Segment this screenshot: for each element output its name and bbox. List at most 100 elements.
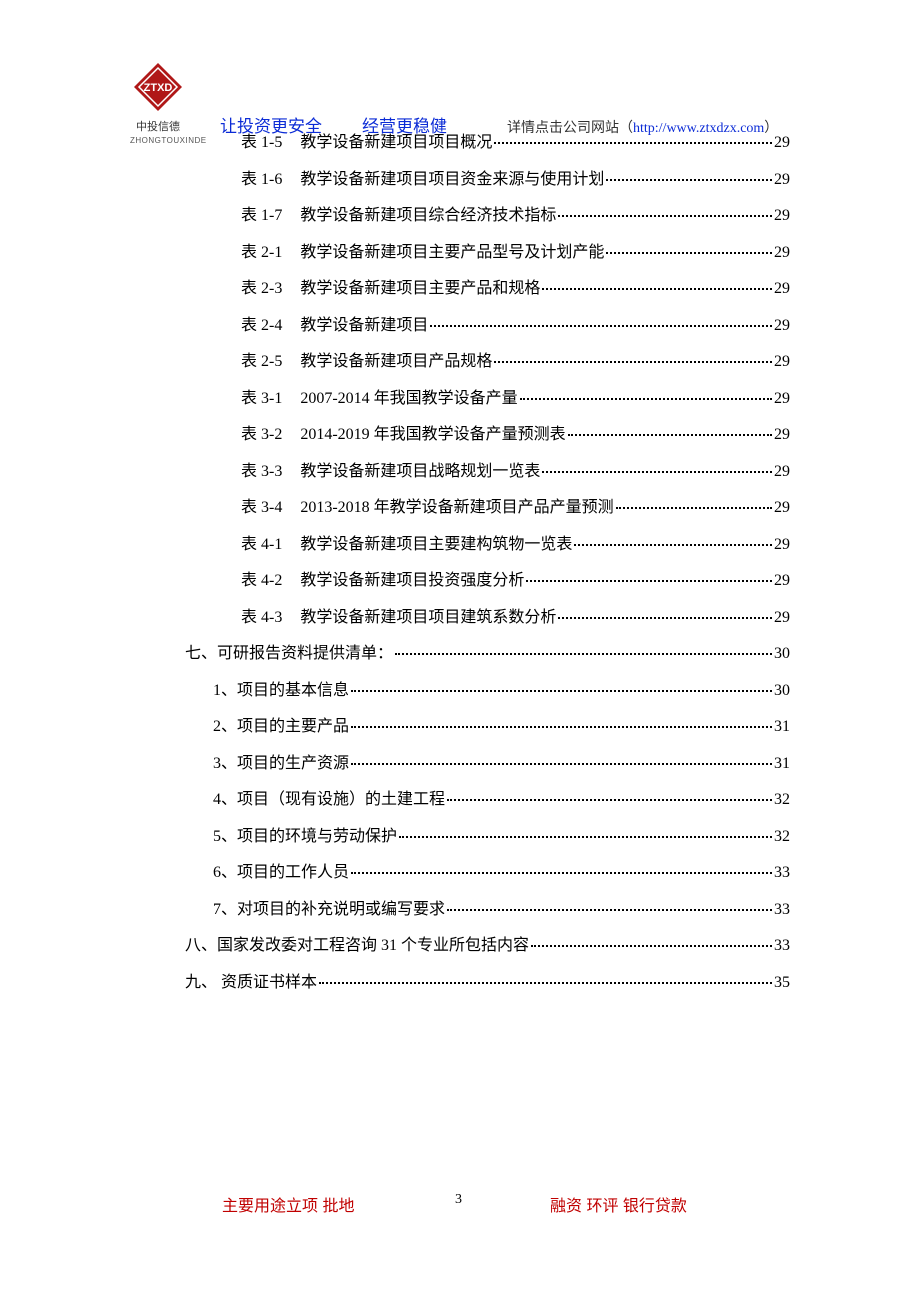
dot-leader bbox=[351, 690, 772, 692]
toc-page: 31 bbox=[774, 756, 790, 772]
toc-page: 29 bbox=[774, 500, 790, 516]
toc-title: 八、国家发改委对工程咨询 31 个专业所包括内容 bbox=[185, 938, 529, 954]
toc-table-label: 表 3-3 bbox=[241, 464, 282, 480]
toc-table-label: 表 3-2 bbox=[241, 427, 282, 443]
page-footer: 主要用途立项 批地 3 融资 环评 银行贷款 bbox=[0, 1192, 920, 1216]
toc-page: 33 bbox=[774, 865, 790, 881]
toc-row: 表 2-1教学设备新建项目主要产品型号及计划产能29 bbox=[185, 245, 790, 282]
toc-page: 29 bbox=[774, 135, 790, 151]
toc-row: 表 3-4 2013-2018 年教学设备新建项目产品产量预测 29 bbox=[185, 500, 790, 537]
toc-row: 7、对项目的补充说明或编写要求33 bbox=[185, 902, 790, 939]
company-logo: ZTXD 中投信德 ZHONGTOUXINDE bbox=[130, 62, 186, 145]
toc-table-label: 表 1-5 bbox=[241, 135, 282, 151]
toc-title: 教学设备新建项目投资强度分析 bbox=[300, 573, 524, 589]
toc-title: 3、项目的生产资源 bbox=[213, 756, 349, 772]
toc-title: 教学设备新建项目项目建筑系数分析 bbox=[300, 610, 556, 626]
toc-title: 教学设备新建项目综合经济技术指标 bbox=[300, 208, 556, 224]
toc-table-label: 表 3-1 bbox=[241, 391, 282, 407]
toc-title: 4、项目（现有设施）的土建工程 bbox=[213, 792, 445, 808]
toc-row: 表 2-4 教学设备新建项目 29 bbox=[185, 318, 790, 355]
toc-row: 表 4-2教学设备新建项目投资强度分析29 bbox=[185, 573, 790, 610]
toc-row: 表 2-5教学设备新建项目产品规格29 bbox=[185, 354, 790, 391]
toc-title: 2014-2019 年我国教学设备产量预测表 bbox=[300, 427, 565, 443]
dot-leader bbox=[606, 179, 772, 181]
dot-leader bbox=[351, 726, 772, 728]
toc-title: 2、项目的主要产品 bbox=[213, 719, 349, 735]
toc-row: 表 4-1教学设备新建项目主要建构筑物一览表29 bbox=[185, 537, 790, 574]
toc-page: 33 bbox=[774, 938, 790, 954]
dot-leader bbox=[494, 361, 772, 363]
toc-row: 6、项目的工作人员 33 bbox=[185, 865, 790, 902]
dot-leader bbox=[351, 872, 772, 874]
toc-title: 教学设备新建项目项目资金来源与使用计划 bbox=[300, 172, 604, 188]
toc-row: 表 3-1 2007-2014 年我国教学设备产量 29 bbox=[185, 391, 790, 428]
footer-left-text: 主要用途立项 批地 bbox=[222, 1192, 354, 1216]
dot-leader bbox=[395, 653, 772, 655]
dot-leader bbox=[319, 982, 772, 984]
toc-page: 29 bbox=[774, 464, 790, 480]
page: ZTXD 中投信德 ZHONGTOUXINDE 让投资更安全 经营更稳健 详情点… bbox=[0, 0, 920, 1302]
dot-leader bbox=[494, 142, 772, 144]
toc-title: 7、对项目的补充说明或编写要求 bbox=[213, 902, 445, 918]
toc-title: 1、项目的基本信息 bbox=[213, 683, 349, 699]
toc-page: 32 bbox=[774, 792, 790, 808]
toc-page: 31 bbox=[774, 719, 790, 735]
toc-row: 表 3-2 2014-2019 年我国教学设备产量预测表 29 bbox=[185, 427, 790, 464]
dot-leader bbox=[520, 398, 772, 400]
toc-row: 4、项目（现有设施）的土建工程 32 bbox=[185, 792, 790, 829]
toc-row: 1、项目的基本信息30 bbox=[185, 683, 790, 720]
dot-leader bbox=[542, 288, 772, 290]
dot-leader bbox=[606, 252, 772, 254]
toc-title: 教学设备新建项目主要产品和规格 bbox=[300, 281, 540, 297]
toc-page: 29 bbox=[774, 354, 790, 370]
toc-row: 表 4-3 教学设备新建项目项目建筑系数分析 29 bbox=[185, 610, 790, 647]
toc-title: 教学设备新建项目战略规划一览表 bbox=[300, 464, 540, 480]
toc-title: 七、可研报告资料提供清单： bbox=[185, 646, 393, 662]
footer-page-number: 3 bbox=[455, 1192, 462, 1208]
toc-section-9: 九、 资质证书样本35 bbox=[185, 975, 790, 1012]
dot-leader bbox=[351, 763, 772, 765]
dot-leader bbox=[531, 945, 772, 947]
toc-page: 29 bbox=[774, 610, 790, 626]
toc-title: 2013-2018 年教学设备新建项目产品产量预测 bbox=[300, 500, 613, 516]
dot-leader bbox=[526, 580, 772, 582]
toc-page: 29 bbox=[774, 172, 790, 188]
toc-section-7: 七、可研报告资料提供清单： 30 bbox=[185, 646, 790, 683]
toc-row: 表 1-5 教学设备新建项目项目概况 29 bbox=[185, 135, 790, 172]
header-detail-prefix: 详情点击公司网站（ bbox=[507, 117, 633, 137]
toc-title: 教学设备新建项目项目概况 bbox=[300, 135, 492, 151]
dot-leader bbox=[399, 836, 772, 838]
toc-table-label: 表 4-2 bbox=[241, 573, 282, 589]
toc-page: 29 bbox=[774, 427, 790, 443]
toc-table-label: 表 2-3 bbox=[241, 281, 282, 297]
toc-page: 29 bbox=[774, 391, 790, 407]
toc-row: 表 1-6 教学设备新建项目项目资金来源与使用计划 29 bbox=[185, 172, 790, 209]
toc-row: 表 2-3教学设备新建项目主要产品和规格29 bbox=[185, 281, 790, 318]
toc-title: 5、项目的环境与劳动保护 bbox=[213, 829, 397, 845]
toc-title: 2007-2014 年我国教学设备产量 bbox=[300, 391, 517, 407]
dot-leader bbox=[558, 617, 772, 619]
toc-page: 29 bbox=[774, 208, 790, 224]
toc-title: 教学设备新建项目主要产品型号及计划产能 bbox=[300, 245, 604, 261]
toc-table-label: 表 2-4 bbox=[241, 318, 282, 334]
dot-leader bbox=[542, 471, 772, 473]
logo-diamond-icon: ZTXD bbox=[133, 62, 183, 112]
toc-page: 32 bbox=[774, 829, 790, 845]
toc-page: 29 bbox=[774, 537, 790, 553]
toc-table-label: 表 1-6 bbox=[241, 172, 282, 188]
table-of-contents: 表 1-5 教学设备新建项目项目概况 29 表 1-6 教学设备新建项目项目资金来源与… bbox=[185, 135, 790, 1011]
toc-page: 29 bbox=[774, 318, 790, 334]
toc-table-label: 表 4-3 bbox=[241, 610, 282, 626]
toc-title: 6、项目的工作人员 bbox=[213, 865, 349, 881]
dot-leader bbox=[568, 434, 772, 436]
toc-table-label: 表 3-4 bbox=[241, 500, 282, 516]
toc-table-label: 表 4-1 bbox=[241, 537, 282, 553]
toc-table-label: 表 2-1 bbox=[241, 245, 282, 261]
toc-row: 表 1-7教学设备新建项目综合经济技术指标29 bbox=[185, 208, 790, 245]
toc-page: 30 bbox=[774, 646, 790, 662]
logo-inner-text: ZTXD bbox=[144, 82, 173, 94]
toc-section-8: 八、国家发改委对工程咨询 31 个专业所包括内容 33 bbox=[185, 938, 790, 975]
toc-title: 教学设备新建项目 bbox=[300, 318, 428, 334]
dot-leader bbox=[447, 799, 772, 801]
toc-row: 表 3-3 教学设备新建项目战略规划一览表 29 bbox=[185, 464, 790, 501]
